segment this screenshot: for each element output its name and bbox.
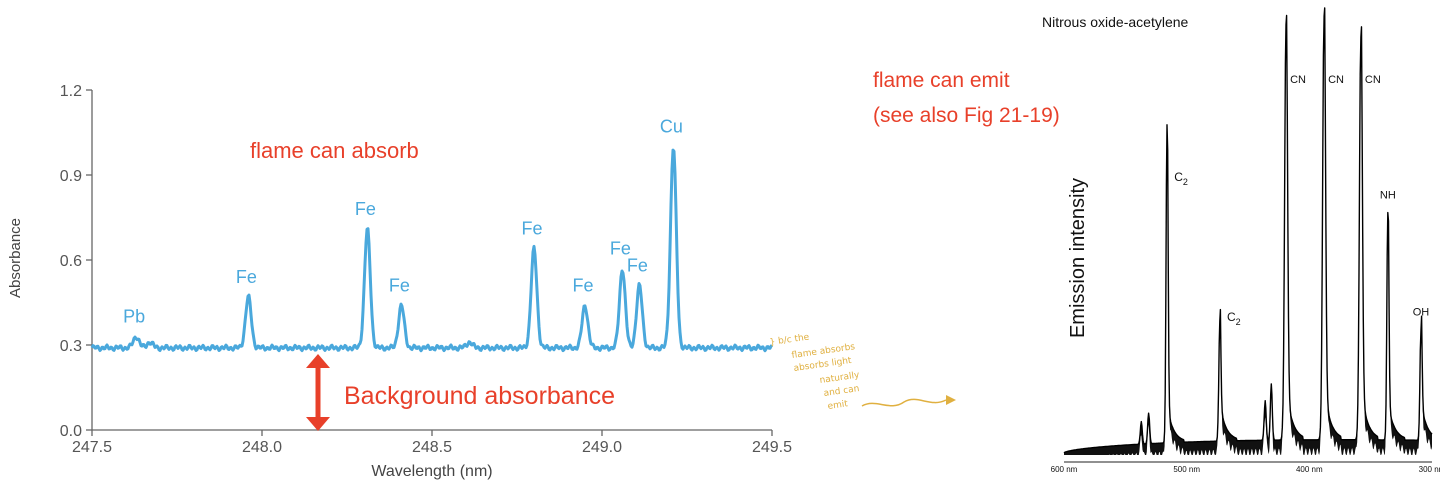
abs-x-tick-label: 247.5: [72, 439, 112, 456]
abs-x-axis-label: Wavelength (nm): [371, 463, 492, 480]
em-peak-label: C2: [1227, 310, 1241, 327]
em-x-tick-label: 300 nm: [1419, 465, 1440, 474]
em-peak-label: NH: [1380, 190, 1396, 202]
squiggle-arrow-icon: [861, 398, 947, 407]
abs-peak-label: Fe: [355, 199, 376, 219]
double-arrow-icon: [306, 354, 330, 431]
abs-peak-label: Fe: [572, 275, 593, 295]
abs-y-axis-label: Absorbance: [7, 218, 24, 298]
flame-absorb-annotation: flame can absorb: [250, 138, 419, 163]
emission-chart-title: Nitrous oxide-acetylene: [1042, 14, 1189, 30]
em-peak-label: OH: [1413, 307, 1430, 319]
abs-y-tick-label: 1.2: [60, 83, 82, 100]
abs-x-tick-label: 249.0: [582, 439, 622, 456]
abs-x-tick-label: 249.5: [752, 439, 792, 456]
abs-y-tick-label: 0.0: [60, 423, 82, 440]
abs-peak-label: Cu: [660, 117, 683, 137]
abs-x-tick-label: 248.5: [412, 439, 452, 456]
handwritten-note-line: emit: [827, 399, 849, 412]
abs-peak-label: Fe: [610, 239, 631, 259]
em-x-tick-label: 500 nm: [1173, 465, 1200, 474]
abs-y-tick-label: 0.9: [60, 168, 82, 185]
handwritten-note-line: naturally: [819, 370, 861, 386]
em-x-tick-label: 400 nm: [1296, 465, 1323, 474]
abs-peak-label: Pb: [123, 307, 145, 327]
squiggle-arrowhead-icon: [946, 395, 956, 405]
abs-peak-label: Fe: [236, 267, 257, 287]
handwritten-note-line: } b/c the: [769, 332, 810, 348]
emission-chart: Nitrous oxide-acetylene flame can emit (…: [873, 7, 1440, 474]
em-y-axis-label: Emission intensity: [1067, 178, 1089, 338]
em-peak-label: CN: [1365, 74, 1381, 86]
emission-series-line: [1063, 7, 1433, 454]
flame-emit-annotation-line1: flame can emit: [873, 69, 1010, 92]
abs-peak-label: Fe: [521, 219, 542, 239]
em-peak-label: CN: [1290, 74, 1306, 86]
abs-y-tick-label: 0.3: [60, 338, 82, 355]
handwritten-note: } b/c the flame absorbs absorbs light na…: [769, 332, 956, 412]
abs-x-tick-label: 248.0: [242, 439, 282, 456]
abs-peak-label: Fe: [627, 256, 648, 276]
handwritten-note-line: and can: [823, 384, 860, 399]
background-absorbance-annotation: Background absorbance: [344, 382, 615, 410]
flame-emit-annotation-line2: (see also Fig 21-19): [873, 104, 1060, 127]
em-peak-label: CN: [1328, 74, 1344, 86]
em-peak-label: C2: [1174, 170, 1188, 187]
em-x-tick-label: 600 nm: [1051, 465, 1078, 474]
absorbance-chart: 0.0 0.3 0.6 0.9 1.2 247.5 248.0 248.5 249.0 249.…: [7, 83, 792, 480]
absorbance-series-line: [90, 148, 774, 353]
abs-y-tick-label: 0.6: [60, 253, 82, 270]
abs-peak-label: Fe: [389, 275, 410, 295]
